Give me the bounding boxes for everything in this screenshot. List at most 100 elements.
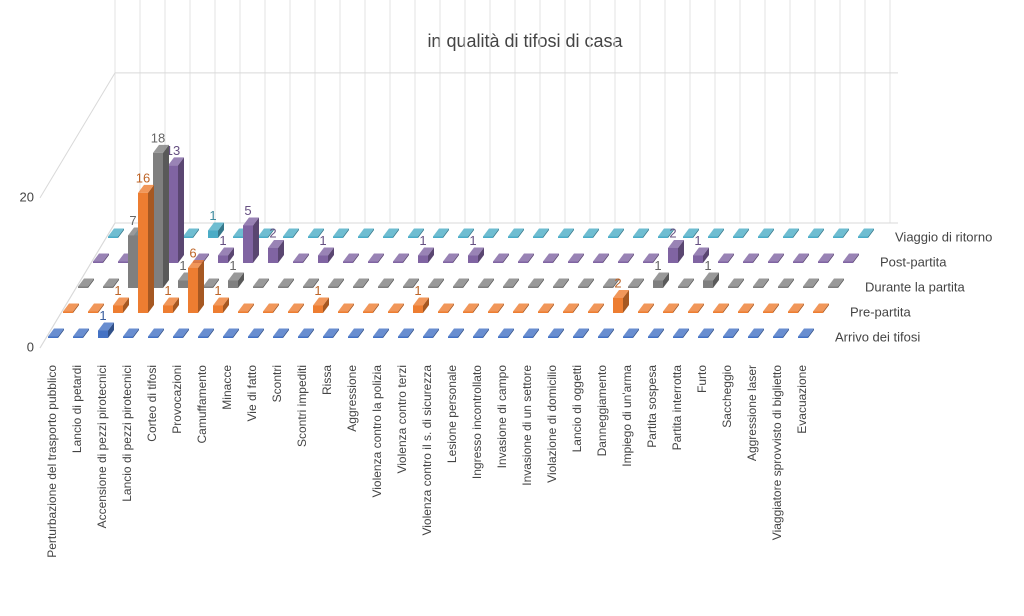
- bar-top: [768, 253, 784, 262]
- bar-top: [723, 328, 739, 337]
- bar: [483, 236, 493, 238]
- bar-top: [398, 328, 414, 337]
- bar-side: [463, 278, 469, 288]
- bar-top: [363, 303, 379, 312]
- bar-side: [148, 184, 154, 313]
- bar-top: [213, 297, 229, 306]
- bar-top: [448, 328, 464, 337]
- bar: [313, 305, 323, 313]
- bar-top: [808, 228, 824, 237]
- bar-top: [263, 303, 279, 312]
- bar-side: [758, 328, 764, 338]
- bar-side: [568, 228, 574, 238]
- bar-side: [183, 328, 189, 338]
- x-tick-label: Partita interrotta: [670, 365, 684, 451]
- bar: [818, 261, 828, 263]
- bar-side: [678, 239, 684, 263]
- value-label: 1: [314, 283, 321, 298]
- bar-side: [268, 228, 274, 238]
- bar-side: [753, 253, 759, 263]
- bar-top: [758, 228, 774, 237]
- bar: [303, 286, 313, 288]
- bar-side: [398, 303, 404, 313]
- bar-side: [843, 228, 849, 238]
- bar-top: [803, 278, 819, 287]
- bar: [288, 311, 298, 313]
- bar-side: [533, 328, 539, 338]
- bar: [778, 286, 788, 288]
- bar: [658, 236, 668, 238]
- x-tick-label: Provocazioni: [170, 365, 184, 434]
- bar-top: [238, 303, 254, 312]
- bar-top: [258, 228, 274, 237]
- bar-top: [348, 328, 364, 337]
- bar-top: [618, 253, 634, 262]
- bar-top: [463, 303, 479, 312]
- bar-top: [123, 328, 139, 337]
- bar-top: [798, 328, 814, 337]
- bar: [243, 225, 253, 263]
- bar-side: [458, 328, 464, 338]
- bar: [493, 261, 503, 263]
- bar-top: [468, 247, 484, 256]
- bar: [223, 336, 233, 338]
- bar: [403, 286, 413, 288]
- bar-side: [468, 228, 474, 238]
- bar: [438, 311, 448, 313]
- bar: [833, 236, 843, 238]
- bar: [393, 261, 403, 263]
- bar-top: [218, 247, 234, 256]
- bar-side: [443, 228, 449, 238]
- bar-side: [88, 278, 94, 288]
- bar: [328, 286, 338, 288]
- bar: [733, 236, 743, 238]
- bar-side: [643, 228, 649, 238]
- bar-side: [608, 328, 614, 338]
- bar: [208, 230, 218, 238]
- y-tick-label: 20: [20, 189, 34, 204]
- bar-top: [163, 297, 179, 306]
- bar-side: [688, 278, 694, 288]
- bar-side: [203, 253, 209, 263]
- bar: [343, 261, 353, 263]
- grid-line: [39, 72, 898, 199]
- bar-top: [478, 278, 494, 287]
- bar-side: [438, 278, 444, 288]
- bar-side: [213, 278, 219, 288]
- bar-side: [233, 328, 239, 338]
- bar-top: [743, 253, 759, 262]
- bar-top: [663, 303, 679, 312]
- legend-label: Arrivo dei tifosi: [835, 329, 920, 344]
- bar-side: [448, 303, 454, 313]
- bar-side: [728, 253, 734, 263]
- bar-top: [293, 253, 309, 262]
- bar: [648, 336, 658, 338]
- bar-top: [588, 303, 604, 312]
- bar-top: [358, 228, 374, 237]
- x-tick-label: Ingresso incontrollato: [470, 365, 484, 479]
- bar-side: [413, 278, 419, 288]
- bar: [213, 305, 223, 313]
- bar: [468, 255, 478, 263]
- bar: [138, 192, 148, 313]
- x-tick-label: Impiego di un'arma: [620, 365, 634, 467]
- bar-top: [353, 278, 369, 287]
- bar: [168, 165, 178, 263]
- bar: [573, 336, 583, 338]
- bar-side: [613, 278, 619, 288]
- x-tick-label: Rissa: [320, 365, 334, 395]
- bar-side: [598, 303, 604, 313]
- bar-top: [383, 228, 399, 237]
- bar-side: [313, 278, 319, 288]
- x-tick-label: Saccheggio: [720, 365, 734, 428]
- bar-side: [473, 303, 479, 313]
- bar-side: [763, 278, 769, 288]
- bar-top: [518, 253, 534, 262]
- bar-top: [533, 228, 549, 237]
- bar-side: [588, 278, 594, 288]
- bar-top: [438, 303, 454, 312]
- bar: [723, 336, 733, 338]
- value-label: 13: [166, 143, 180, 158]
- bar-top: [433, 228, 449, 237]
- bar-side: [178, 157, 184, 263]
